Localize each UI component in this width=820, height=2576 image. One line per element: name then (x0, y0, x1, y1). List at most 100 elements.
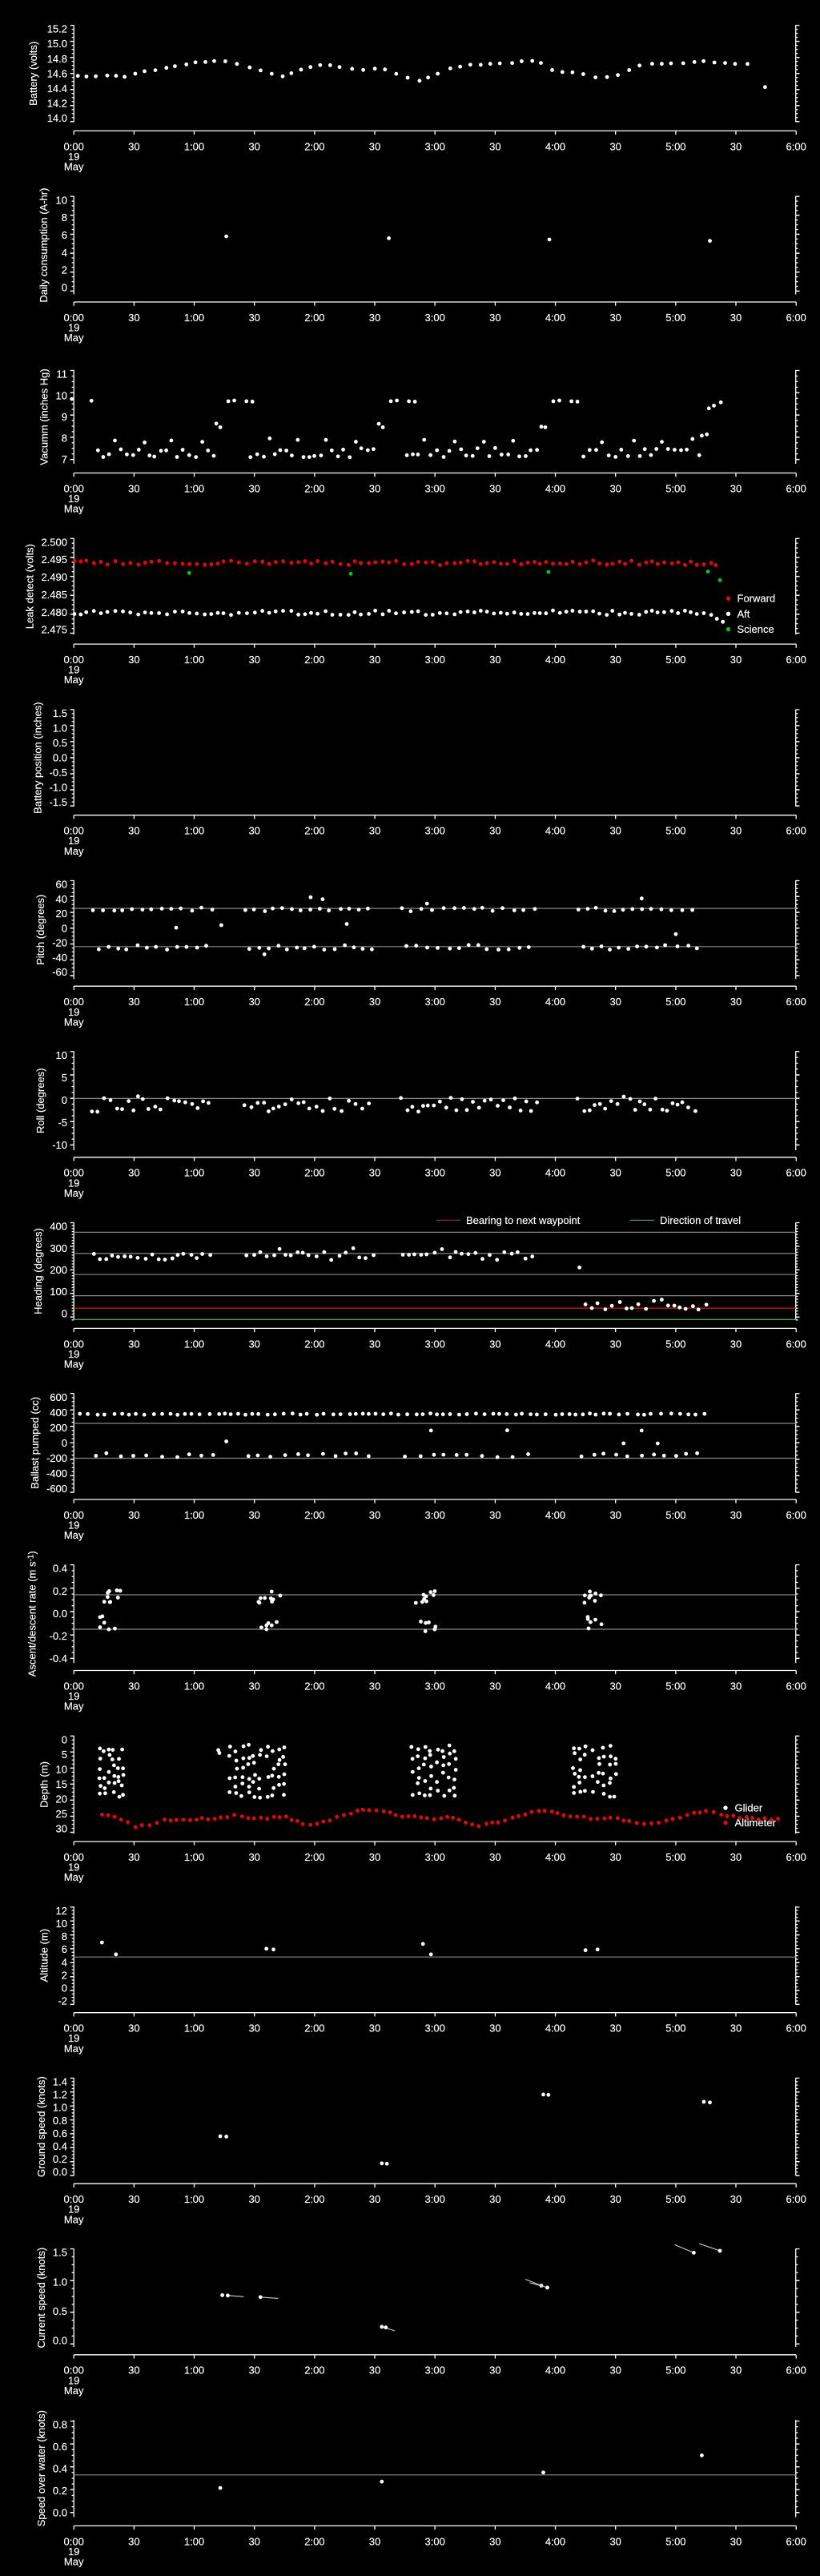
svg-text:30: 30 (128, 1851, 139, 1863)
svg-text:10: 10 (56, 389, 67, 401)
svg-text:30: 30 (128, 1338, 139, 1350)
svg-text:Battery (volts): Battery (volts) (27, 42, 39, 106)
svg-text:6:00: 6:00 (786, 1851, 806, 1863)
svg-text:19: 19 (68, 664, 79, 676)
svg-text:19: 19 (68, 1519, 79, 1532)
svg-text:0:00: 0:00 (64, 312, 84, 324)
svg-text:1:00: 1:00 (184, 1167, 204, 1179)
svg-text:30: 30 (128, 312, 139, 324)
svg-text:30: 30 (248, 1338, 259, 1350)
svg-text:4:00: 4:00 (545, 312, 565, 324)
svg-text:0:00: 0:00 (64, 1509, 84, 1521)
svg-text:6:00: 6:00 (786, 1509, 806, 1521)
svg-text:19: 19 (68, 493, 79, 505)
svg-text:6:00: 6:00 (786, 482, 806, 494)
svg-text:0.6: 0.6 (53, 2127, 67, 2139)
svg-text:3:00: 3:00 (425, 140, 445, 152)
svg-text:4:00: 4:00 (545, 1338, 565, 1350)
svg-text:400: 400 (50, 1407, 67, 1419)
svg-text:1:00: 1:00 (184, 825, 204, 837)
svg-text:12: 12 (56, 1905, 67, 1917)
svg-text:3:00: 3:00 (425, 2023, 445, 2035)
svg-text:4:00: 4:00 (545, 2193, 565, 2205)
svg-text:30: 30 (730, 996, 742, 1008)
svg-text:0.2: 0.2 (53, 1585, 67, 1597)
svg-text:0:00: 0:00 (64, 2193, 84, 2205)
svg-text:4:00: 4:00 (545, 1680, 565, 1692)
svg-text:0:00: 0:00 (64, 1338, 84, 1350)
svg-text:4:00: 4:00 (545, 1851, 565, 1863)
svg-text:2.500: 2.500 (41, 536, 67, 548)
svg-text:2:00: 2:00 (304, 2535, 324, 2547)
svg-text:30: 30 (369, 1509, 380, 1521)
svg-text:30: 30 (128, 1167, 139, 1179)
svg-text:3:00: 3:00 (425, 1338, 445, 1350)
svg-text:5:00: 5:00 (665, 312, 685, 324)
svg-text:30: 30 (128, 2365, 139, 2377)
svg-text:May: May (64, 161, 84, 173)
svg-text:May: May (64, 1529, 84, 1541)
svg-text:0.5: 0.5 (53, 737, 67, 749)
svg-text:2:00: 2:00 (304, 2023, 324, 2035)
svg-text:30: 30 (609, 654, 621, 666)
svg-text:0.8: 0.8 (53, 2115, 67, 2127)
svg-text:30: 30 (730, 1167, 742, 1179)
svg-text:25: 25 (56, 1808, 67, 1820)
svg-text:30: 30 (730, 1680, 742, 1692)
svg-text:1:00: 1:00 (184, 2023, 204, 2035)
svg-text:1:00: 1:00 (184, 996, 204, 1008)
svg-text:1:00: 1:00 (184, 2535, 204, 2547)
svg-text:0: 0 (62, 922, 67, 934)
svg-text:30: 30 (609, 1167, 621, 1179)
svg-text:-60: -60 (52, 966, 67, 978)
svg-text:-5: -5 (58, 1117, 67, 1129)
svg-text:2:00: 2:00 (304, 2365, 324, 2377)
svg-text:6:00: 6:00 (786, 1167, 806, 1179)
svg-text:-1.0: -1.0 (50, 782, 67, 794)
svg-text:1.4: 1.4 (53, 2076, 67, 2088)
svg-text:-1.5: -1.5 (50, 796, 67, 808)
svg-text:30: 30 (248, 482, 259, 494)
svg-text:19: 19 (68, 322, 79, 334)
svg-text:Altitude (m): Altitude (m) (38, 1929, 50, 1982)
svg-text:4:00: 4:00 (545, 482, 565, 494)
svg-text:2:00: 2:00 (304, 140, 324, 152)
svg-text:May: May (64, 503, 84, 515)
svg-text:Speed over water (knots): Speed over water (knots) (35, 2410, 47, 2526)
svg-text:30: 30 (730, 1509, 742, 1521)
svg-text:Depth (m): Depth (m) (38, 1761, 50, 1808)
svg-text:3:00: 3:00 (425, 1851, 445, 1863)
svg-text:0:00: 0:00 (64, 825, 84, 837)
svg-text:30: 30 (248, 2365, 259, 2377)
svg-text:30: 30 (489, 312, 500, 324)
svg-text:6: 6 (62, 1943, 67, 1955)
svg-text:0.0: 0.0 (53, 2506, 67, 2518)
svg-text:Leak detect (volts): Leak detect (volts) (24, 544, 36, 629)
svg-text:8: 8 (62, 433, 67, 445)
svg-text:5:00: 5:00 (665, 1680, 685, 1692)
svg-text:3:00: 3:00 (425, 312, 445, 324)
svg-text:14.8: 14.8 (47, 53, 67, 65)
svg-text:May: May (64, 2385, 84, 2397)
svg-text:200: 200 (50, 1422, 67, 1434)
svg-text:0:00: 0:00 (64, 482, 84, 494)
svg-text:30: 30 (128, 482, 139, 494)
svg-text:May: May (64, 2213, 84, 2225)
svg-text:11: 11 (57, 368, 68, 380)
svg-text:6:00: 6:00 (786, 654, 806, 666)
svg-text:Current speed (knots): Current speed (knots) (35, 2248, 47, 2349)
svg-text:14.4: 14.4 (47, 83, 67, 95)
svg-text:2:00: 2:00 (304, 1851, 324, 1863)
svg-text:-0.4: -0.4 (50, 1652, 67, 1664)
svg-text:6:00: 6:00 (786, 2193, 806, 2205)
svg-text:4:00: 4:00 (545, 654, 565, 666)
svg-text:30: 30 (730, 140, 742, 152)
svg-text:30: 30 (369, 996, 380, 1008)
svg-text:19: 19 (68, 1177, 79, 1189)
svg-text:30: 30 (489, 2365, 500, 2377)
svg-text:19: 19 (68, 1006, 79, 1018)
svg-text:30: 30 (369, 825, 380, 837)
svg-text:15.0: 15.0 (47, 38, 67, 50)
svg-text:Glider: Glider (735, 1802, 763, 1814)
svg-text:30: 30 (128, 1509, 139, 1521)
